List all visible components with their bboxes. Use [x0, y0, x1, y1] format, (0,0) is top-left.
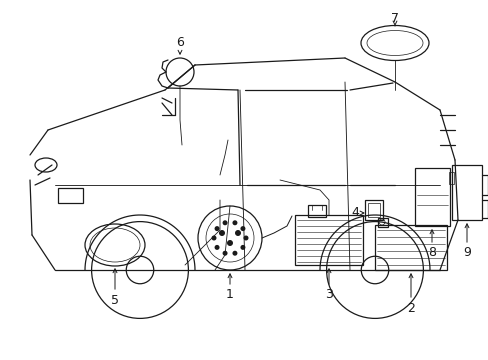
Text: 6: 6 [176, 36, 183, 49]
Bar [307, 205, 325, 217]
Text: 7: 7 [390, 12, 398, 24]
Text: 8: 8 [427, 247, 435, 260]
Circle shape [226, 240, 232, 246]
Text: 2: 2 [406, 301, 414, 315]
Circle shape [219, 230, 224, 236]
Circle shape [232, 251, 237, 256]
Circle shape [214, 245, 219, 250]
Bar [448, 172, 453, 184]
Text: 3: 3 [325, 288, 332, 301]
Circle shape [232, 220, 237, 225]
Bar [377, 218, 387, 227]
Bar [367, 203, 379, 217]
Circle shape [243, 235, 248, 240]
Text: 5: 5 [111, 293, 119, 306]
Bar [364, 200, 382, 220]
Bar [294, 215, 362, 265]
Text: 1: 1 [225, 288, 233, 301]
Circle shape [240, 245, 245, 250]
Circle shape [222, 251, 227, 256]
Circle shape [222, 220, 227, 225]
Bar [58, 188, 83, 203]
Circle shape [240, 226, 245, 231]
Text: 9: 9 [462, 247, 470, 260]
Bar [374, 225, 446, 270]
Text: 4: 4 [350, 207, 358, 220]
Bar [451, 165, 481, 220]
Circle shape [235, 230, 241, 236]
Circle shape [214, 226, 219, 231]
Circle shape [211, 235, 216, 240]
Bar [414, 168, 449, 226]
